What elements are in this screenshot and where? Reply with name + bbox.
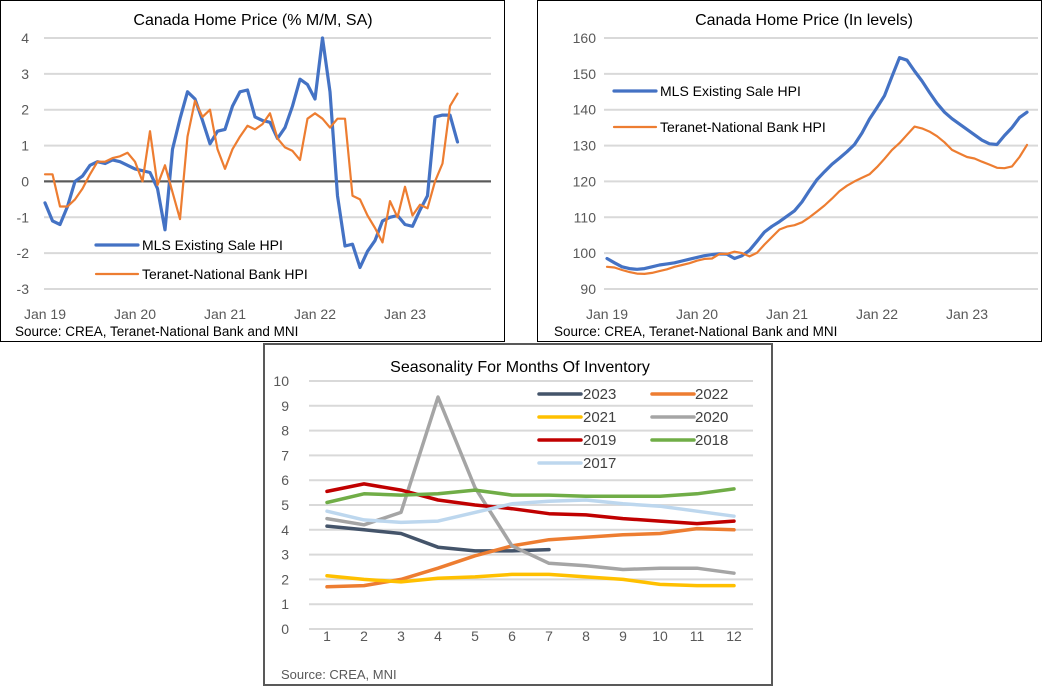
y-tick-label: 110: [574, 209, 597, 225]
series-line-teranet-national-bank-hpi: [43, 92, 459, 244]
series-line-teranet-national-bank-hpi: [605, 125, 1029, 275]
x-tick-label: 2: [360, 628, 368, 644]
y-tick-label: 6: [281, 472, 289, 488]
x-tick-label: Jan 23: [946, 306, 988, 322]
y-tick-label: 150: [573, 66, 597, 82]
chart-mm-panel: Canada Home Price (% M/M, SA) 4 3 2 1 0 -1 -2 -…: [0, 0, 505, 342]
series-line-2019: [325, 482, 736, 526]
y-tick-label: 10: [273, 373, 289, 389]
x-tick-label: Jan 20: [676, 306, 718, 322]
legend-label: 2017: [583, 455, 616, 472]
x-tick-label: Jan 19: [586, 306, 628, 322]
x-tick-label: Jan 21: [766, 306, 808, 322]
y-tick-label: 90: [580, 281, 596, 297]
x-tick-label: 4: [434, 628, 442, 644]
x-tick-label: Jan 19: [24, 306, 66, 322]
y-tick-label: 5: [281, 497, 289, 513]
legend-label: 2018: [695, 432, 728, 449]
y-tick-label: 4: [281, 522, 289, 538]
legend-label: 2022: [695, 386, 728, 403]
x-tick-label: 3: [397, 628, 405, 644]
y-tick-label: 160: [573, 30, 597, 46]
legend-label: 2021: [583, 409, 616, 426]
y-tick-label: 9: [281, 398, 289, 414]
series-line-2020: [325, 395, 736, 575]
y-tick-label: 2: [281, 571, 289, 587]
y-tick-label: 120: [573, 173, 597, 189]
x-tick-label: Jan 22: [856, 306, 898, 322]
x-tick-label: 8: [582, 628, 590, 644]
legend-label: 2020: [695, 409, 728, 426]
chart-mm-svg: Canada Home Price (% M/M, SA) 4 3 2 1 0 -1 -2 -…: [15, 12, 491, 339]
y-tick-label: 8: [281, 423, 289, 439]
y-tick-label: 130: [573, 138, 597, 154]
legend-label: MLS Existing Sale HPI: [142, 237, 283, 253]
x-tick-label: 1: [323, 628, 331, 644]
y-tick-label: -1: [17, 209, 30, 225]
chart-inventory-panel: Seasonality For Months Of Inventory 10 9 8…: [263, 343, 773, 686]
chart-inventory-title: Seasonality For Months Of Inventory: [390, 359, 650, 376]
x-tick-label: 10: [652, 628, 668, 644]
y-tick-label: -3: [17, 281, 30, 297]
legend-label: 2019: [583, 432, 616, 449]
x-tick-label: 5: [471, 628, 479, 644]
x-tick-label: 7: [545, 628, 553, 644]
legend-label: 2023: [583, 386, 616, 403]
y-tick-label: 0: [21, 173, 29, 189]
legend-label: MLS Existing Sale HPI: [660, 83, 801, 99]
series-line-2017: [325, 498, 736, 525]
y-tick-label: 140: [573, 102, 597, 118]
chart-inventory-svg: Seasonality For Months Of Inventory 1098…: [273, 359, 753, 682]
y-tick-label: 0: [281, 621, 289, 637]
series-line-2018: [325, 487, 736, 505]
x-tick-label: Jan 23: [384, 306, 426, 322]
y-tick-label: -2: [17, 245, 30, 261]
y-tick-label: 3: [21, 66, 29, 82]
series-line-2022: [325, 526, 736, 589]
x-tick-label: 11: [690, 628, 705, 644]
x-tick-label: Jan 20: [114, 306, 156, 322]
x-tick-label: 12: [726, 628, 742, 644]
x-tick-label: 6: [508, 628, 516, 644]
legend-label: Teranet-National Bank HPI: [142, 266, 308, 282]
chart-levels-title: Canada Home Price (In levels): [695, 12, 913, 29]
y-tick-label: 1: [281, 596, 289, 612]
series-line-mls-existing-sale-hpi: [43, 36, 460, 270]
y-tick-label: 4: [21, 30, 29, 46]
y-tick-label: 2: [21, 102, 29, 118]
chart-mm-source: Source: CREA, Teranet-National Bank and …: [15, 324, 298, 339]
chart-mm-title: Canada Home Price (% M/M, SA): [133, 12, 372, 29]
y-tick-label: 1: [21, 138, 29, 154]
chart-levels-svg: Canada Home Price (In levels) 160 150 140 1…: [554, 12, 1038, 339]
chart-inventory-source: Source: CREA, MNI: [281, 667, 397, 682]
x-tick-label: 9: [619, 628, 627, 644]
chart-levels-panel: Canada Home Price (In levels) 160 150 140 1…: [537, 0, 1042, 342]
x-tick-label: Jan 22: [294, 306, 336, 322]
chart-levels-source: Source: CREA, Teranet-National Bank and …: [554, 324, 837, 339]
x-tick-label: Jan 21: [204, 306, 246, 322]
series-line-2023: [325, 524, 551, 553]
legend-label: Teranet-National Bank HPI: [660, 119, 826, 135]
series-line-2021: [325, 572, 736, 588]
series-line-mls-existing-sale-hpi: [605, 56, 1029, 271]
y-tick-label: 7: [281, 447, 289, 463]
y-tick-label: 3: [281, 547, 289, 563]
y-tick-label: 100: [573, 245, 597, 261]
